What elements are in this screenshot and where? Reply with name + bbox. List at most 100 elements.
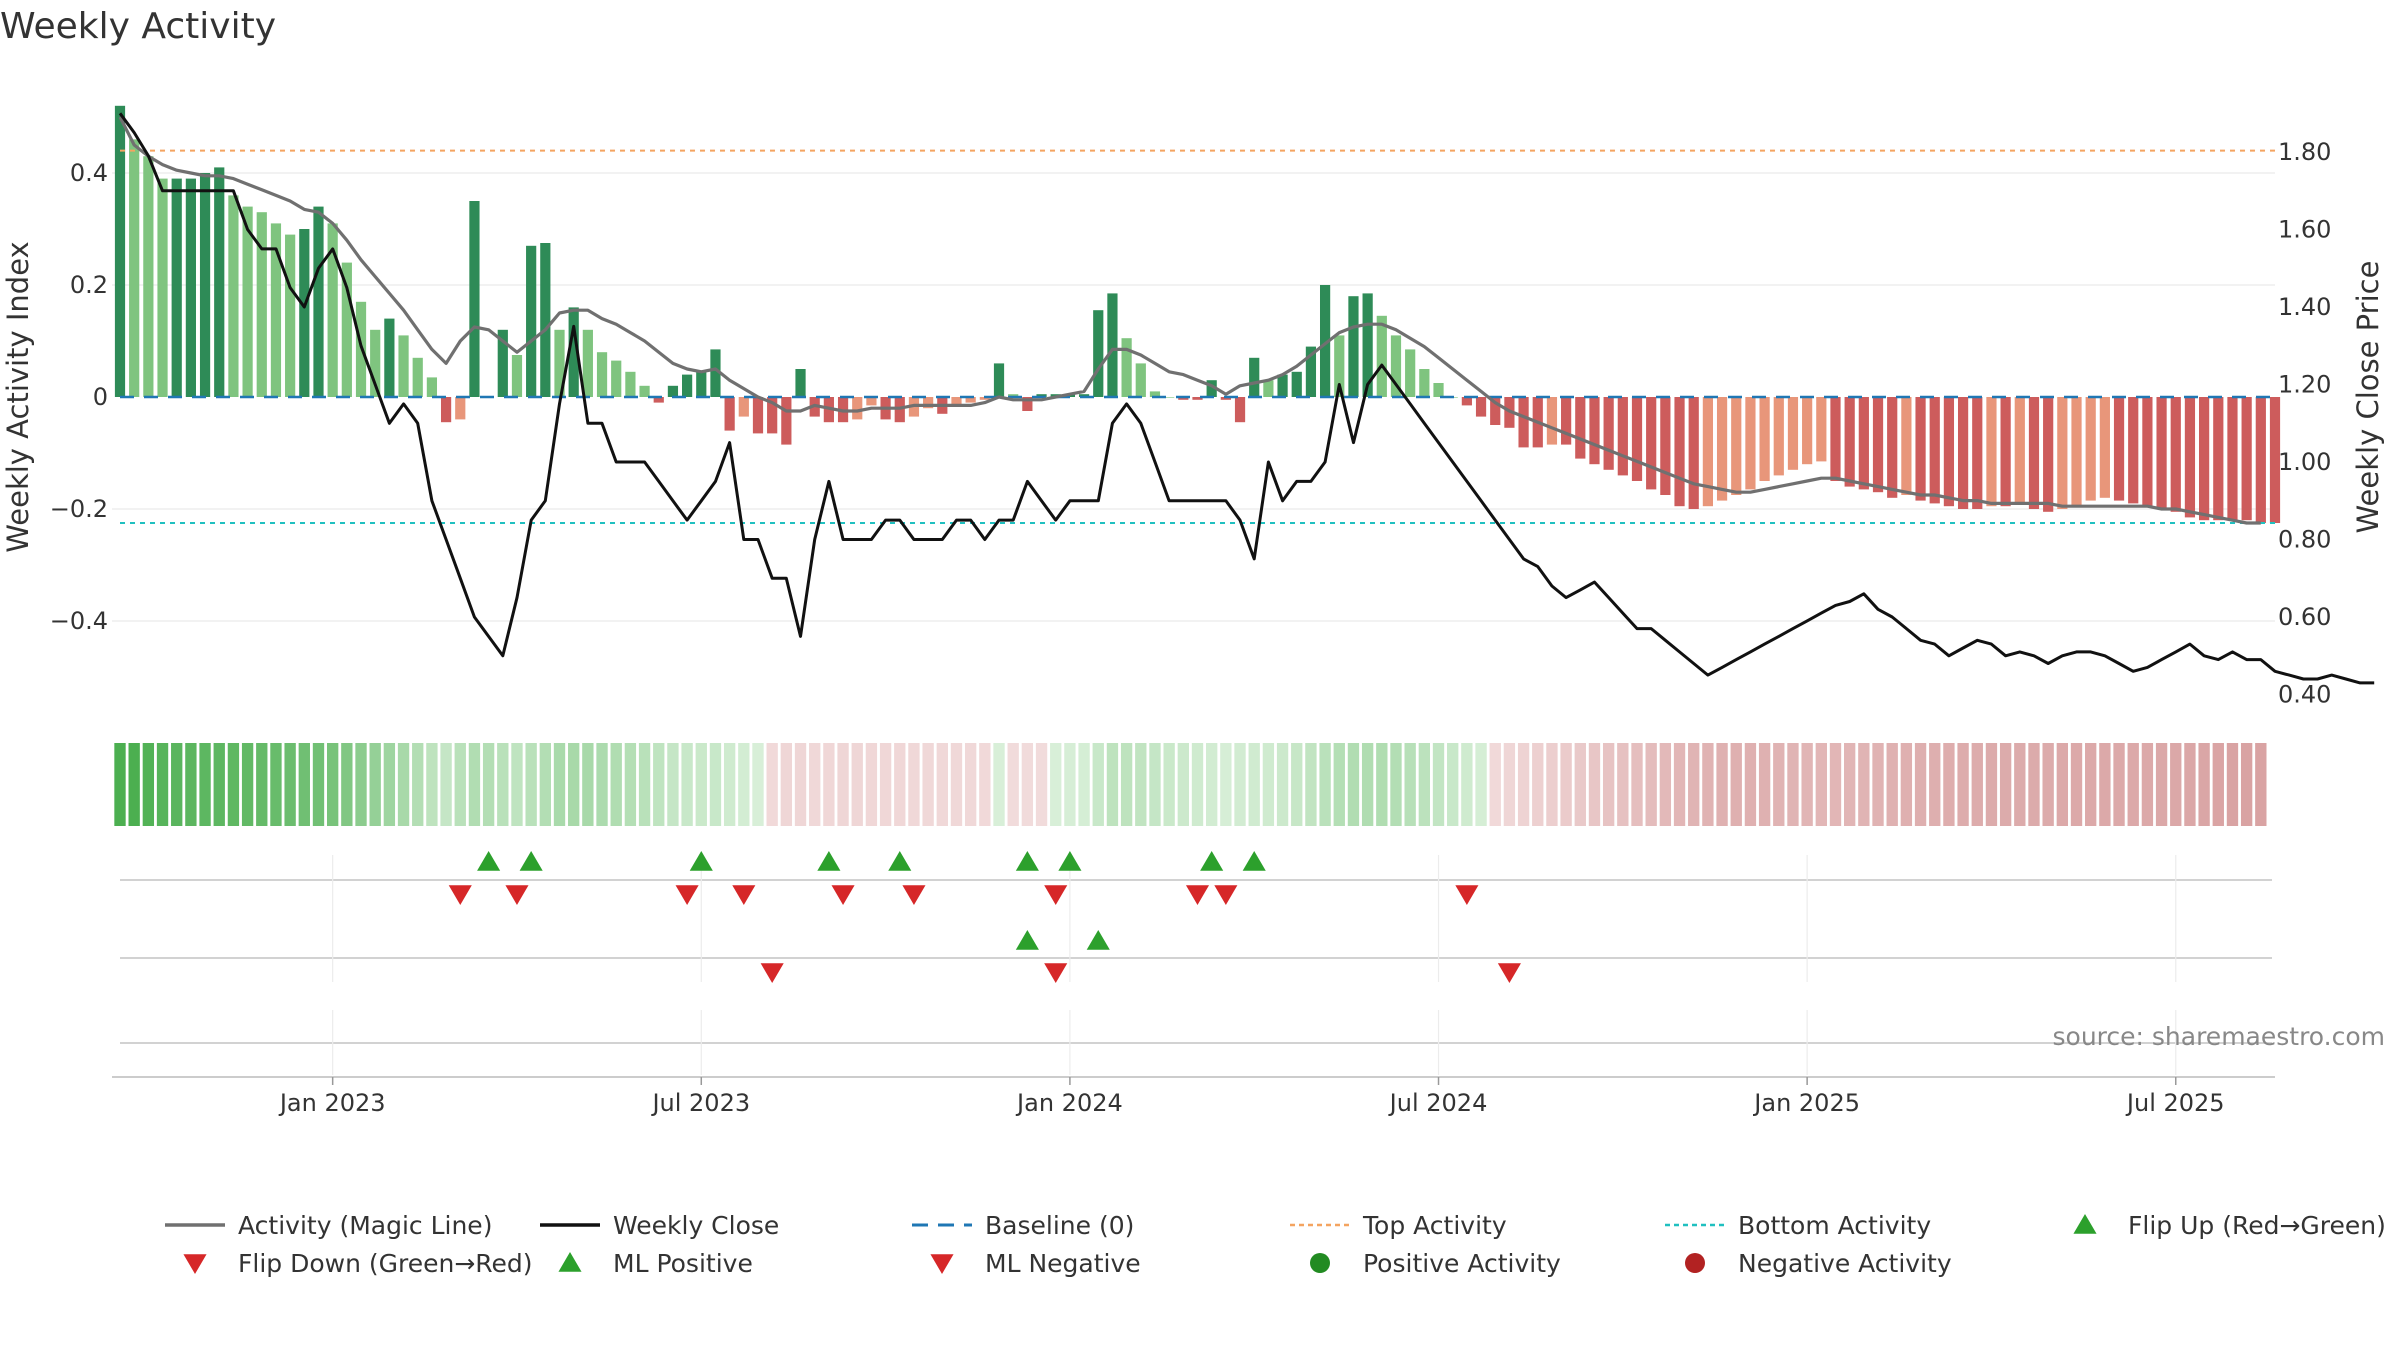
- heat-cell-146: [2184, 743, 2196, 826]
- activity-bar-70: [1107, 293, 1118, 397]
- activity-bar-79: [1234, 397, 1246, 423]
- activity-bar-6: [199, 173, 211, 397]
- heat-cell-97: [1489, 743, 1501, 826]
- heat-cell-6: [199, 743, 211, 826]
- activity-bar-147: [2199, 397, 2210, 521]
- heat-cell-141: [2113, 743, 2125, 826]
- heat-cell-115: [1744, 743, 1757, 826]
- heat-cell-30: [539, 743, 551, 826]
- activity-bar-22: [426, 377, 438, 397]
- activity-bar-90: [1390, 335, 1402, 397]
- x-tick-label-0: Jan 2023: [278, 1089, 386, 1117]
- flip-up-marker-6: [1058, 851, 1082, 871]
- heat-cell-112: [1702, 743, 1714, 826]
- activity-bar-112: [1702, 397, 1713, 507]
- activity-bar-59: [951, 397, 962, 406]
- activity-bar-117: [1773, 397, 1784, 476]
- activity-bar-76: [1192, 397, 1203, 400]
- left-tick-label-4: −0.4: [50, 607, 108, 635]
- heat-cell-73: [1149, 743, 1161, 826]
- activity-bar-42: [710, 349, 721, 397]
- heat-cell-21: [412, 743, 424, 826]
- activity-bar-140: [2099, 397, 2110, 498]
- heat-cell-29: [525, 743, 537, 826]
- activity-bar-78: [1220, 397, 1231, 400]
- heat-cell-89: [1376, 743, 1388, 826]
- heat-cell-12: [284, 743, 296, 826]
- activity-bar-125: [1887, 397, 1898, 498]
- activity-bar-121: [1830, 397, 1841, 481]
- heat-cell-4: [171, 743, 183, 826]
- ml-negative-marker-1: [1044, 963, 1068, 983]
- heat-cell-14: [312, 743, 325, 826]
- heat-cell-46: [766, 743, 778, 826]
- legend-item-flipdown: Flip Down (Green→Red): [183, 1249, 533, 1278]
- heat-cell-124: [1872, 743, 1884, 826]
- activity-bar-39: [667, 385, 679, 397]
- activity-bar-131: [1972, 397, 1983, 509]
- heat-cell-17: [355, 743, 367, 826]
- heat-cell-77: [1206, 743, 1218, 826]
- heat-cell-15: [326, 743, 339, 826]
- heat-cell-114: [1730, 743, 1742, 826]
- heat-cell-127: [1914, 743, 1927, 826]
- heat-cell-37: [638, 743, 651, 826]
- activity-bar-77: [1206, 380, 1217, 397]
- activity-bar-133: [2000, 397, 2011, 507]
- heat-cell-84: [1305, 743, 1317, 826]
- heat-cell-1: [128, 743, 140, 826]
- activity-bar-84: [1305, 346, 1317, 397]
- heat-cell-136: [2042, 743, 2054, 826]
- heat-cell-79: [1234, 743, 1246, 826]
- heat-cell-62: [993, 743, 1005, 826]
- left-axis-label: Weekly Activity Index: [1, 241, 35, 552]
- activity-bar-124: [1872, 397, 1884, 493]
- activity-bar-115: [1745, 397, 1756, 490]
- heat-cell-103: [1574, 743, 1586, 826]
- heat-cell-20: [397, 743, 410, 826]
- activity-bar-132: [1986, 397, 1997, 507]
- heat-cell-119: [1801, 743, 1813, 826]
- legend-swatch-mlpos: [558, 1252, 582, 1272]
- activity-bar-15: [327, 223, 338, 397]
- activity-bar-114: [1731, 397, 1742, 495]
- activity-bar-143: [2142, 397, 2153, 507]
- legend-item-baseline: Baseline (0): [912, 1211, 1134, 1240]
- heat-cell-96: [1475, 743, 1487, 826]
- activity-bar-85: [1319, 285, 1331, 397]
- activity-bar-65: [1036, 394, 1047, 397]
- heat-cell-53: [865, 743, 878, 826]
- heat-cell-19: [383, 743, 396, 826]
- right-tick-label-2: 1.40: [2278, 293, 2331, 321]
- heat-cell-116: [1758, 743, 1771, 826]
- heat-cell-67: [1064, 743, 1076, 826]
- activity-bar-149: [2227, 397, 2238, 521]
- activity-bar-95: [1461, 397, 1472, 406]
- heat-cell-10: [256, 743, 268, 826]
- activity-bar-2: [143, 156, 154, 397]
- legend-label-magic: Activity (Magic Line): [238, 1211, 492, 1240]
- activity-bar-44: [738, 397, 749, 417]
- activity-bar-23: [440, 397, 452, 423]
- heat-cell-87: [1347, 743, 1360, 826]
- heat-cell-42: [709, 743, 722, 826]
- heat-cell-61: [979, 743, 991, 826]
- activity-bar-152: [2269, 397, 2281, 523]
- activity-bar-138: [2071, 397, 2082, 507]
- flip-up-marker-4: [888, 851, 912, 871]
- heat-cell-60: [964, 743, 977, 826]
- activity-bar-136: [2043, 397, 2054, 512]
- activity-bar-105: [1603, 397, 1614, 470]
- heat-cell-121: [1829, 743, 1842, 826]
- activity-bar-146: [2184, 397, 2196, 518]
- heat-cell-123: [1858, 743, 1870, 826]
- activity-bar-81: [1263, 380, 1274, 397]
- heat-cell-55: [894, 743, 906, 826]
- weekly-close-line: [118, 112, 2375, 685]
- activity-bar-74: [1164, 397, 1175, 398]
- heat-cell-117: [1773, 743, 1785, 826]
- activity-bar-86: [1334, 335, 1345, 397]
- activity-bar-142: [2128, 397, 2139, 504]
- activity-bar-28: [511, 355, 523, 397]
